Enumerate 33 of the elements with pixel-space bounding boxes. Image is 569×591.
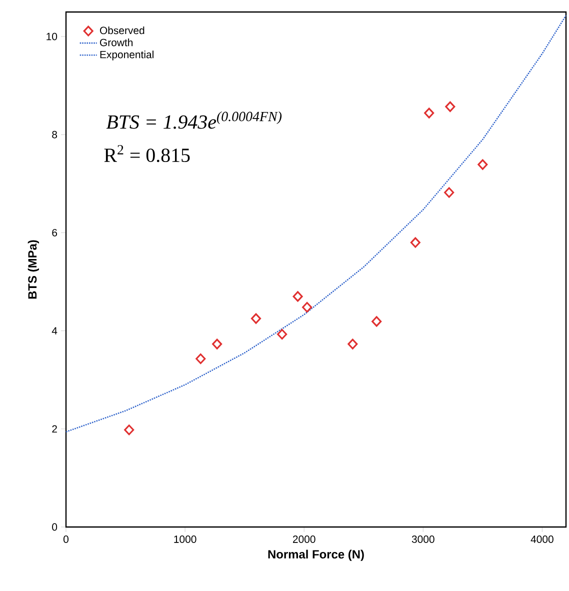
x-tick-label: 3000: [412, 536, 434, 543]
point: [292, 291, 303, 302]
y-tick-label: 2: [52, 425, 57, 433]
y-tick-label: 8: [52, 130, 58, 138]
line-series: [65, 14, 567, 432]
point: [424, 108, 434, 118]
x-tick-label: 4000: [530, 536, 554, 543]
y-tick-label: 0: [52, 523, 58, 531]
point: [250, 313, 262, 324]
y-tick-label: 4: [52, 327, 58, 334]
point: [444, 187, 454, 198]
point: [124, 424, 134, 436]
y-tick-label: 10: [46, 32, 58, 40]
legend-label: Exponential: [100, 50, 154, 60]
legend-label: Growth: [100, 38, 133, 46]
annotation: BTS = 1.943e$^{(0.0004FN)}$: [106, 111, 282, 129]
legend-label: Observed: [100, 26, 144, 34]
point: [478, 159, 488, 170]
point: [212, 338, 222, 350]
point: [445, 101, 456, 112]
x-tick-label: 1000: [174, 536, 196, 543]
x-tick-label: 2000: [292, 536, 316, 543]
y-tick-label: 6: [52, 229, 58, 236]
x-tick-label: 0: [63, 536, 68, 543]
point: [302, 302, 312, 313]
point: [348, 338, 358, 350]
point: [196, 353, 206, 364]
point: [277, 328, 288, 340]
y-axis-title: BTS (MPa): [28, 240, 40, 299]
annotation: R$^{2}$ = 0.815: [104, 145, 190, 162]
point: [372, 316, 382, 327]
x-axis-title: Normal Force (N): [268, 550, 364, 561]
point: [410, 237, 420, 248]
